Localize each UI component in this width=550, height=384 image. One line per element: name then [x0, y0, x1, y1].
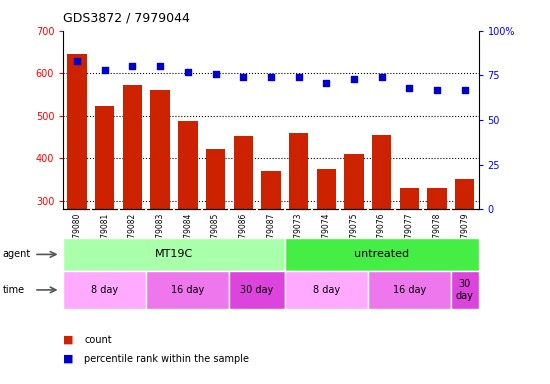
Bar [95, 106, 114, 209]
Point [211, 71, 220, 77]
Bar [400, 189, 419, 209]
Text: GSM579084: GSM579084 [183, 212, 192, 259]
Text: GSM579074: GSM579074 [322, 212, 331, 259]
Point [460, 86, 469, 93]
Text: percentile rank within the sample: percentile rank within the sample [84, 354, 249, 364]
Point [100, 67, 109, 73]
Text: GSM579085: GSM579085 [211, 212, 220, 259]
Text: GSM579073: GSM579073 [294, 212, 303, 259]
Text: time: time [3, 285, 25, 295]
Text: GSM579083: GSM579083 [156, 212, 164, 259]
Bar [151, 90, 170, 209]
Bar [372, 135, 391, 209]
Point [128, 63, 137, 70]
Point [183, 69, 192, 75]
Text: GSM579079: GSM579079 [460, 212, 469, 259]
Bar [178, 121, 197, 209]
Text: 8 day: 8 day [313, 285, 340, 295]
Point [433, 86, 442, 93]
Text: 30
day: 30 day [456, 279, 474, 301]
Text: 16 day: 16 day [171, 285, 205, 295]
Point [322, 79, 331, 86]
Text: GSM579075: GSM579075 [349, 212, 359, 259]
Point [156, 63, 164, 70]
Point [350, 76, 359, 82]
Bar [68, 54, 87, 209]
Bar [123, 85, 142, 209]
Text: MT19C: MT19C [155, 249, 193, 260]
Text: untreated: untreated [354, 249, 409, 260]
Bar [206, 149, 225, 209]
Point [266, 74, 275, 80]
Text: GSM579087: GSM579087 [266, 212, 276, 259]
Bar [455, 179, 474, 209]
Text: GSM579077: GSM579077 [405, 212, 414, 259]
Text: 8 day: 8 day [91, 285, 118, 295]
Point [377, 74, 386, 80]
Text: GSM579082: GSM579082 [128, 212, 137, 258]
Bar [234, 136, 253, 209]
Bar [427, 188, 447, 209]
Point [294, 74, 303, 80]
Text: GSM579080: GSM579080 [73, 212, 81, 259]
Point [239, 74, 248, 80]
Text: ■: ■ [63, 354, 74, 364]
Point [73, 58, 81, 64]
Text: count: count [84, 335, 112, 345]
Text: agent: agent [3, 249, 31, 260]
Text: GSM579086: GSM579086 [239, 212, 248, 259]
Text: GSM579081: GSM579081 [100, 212, 109, 258]
Text: 16 day: 16 day [393, 285, 426, 295]
Text: ■: ■ [63, 335, 74, 345]
Text: 30 day: 30 day [240, 285, 274, 295]
Point [405, 85, 414, 91]
Bar [344, 154, 364, 209]
Bar [289, 133, 308, 209]
Bar [261, 171, 280, 209]
Text: GSM579076: GSM579076 [377, 212, 386, 259]
Text: GSM579078: GSM579078 [432, 212, 442, 259]
Text: GDS3872 / 7979044: GDS3872 / 7979044 [63, 12, 190, 25]
Bar [317, 169, 336, 209]
